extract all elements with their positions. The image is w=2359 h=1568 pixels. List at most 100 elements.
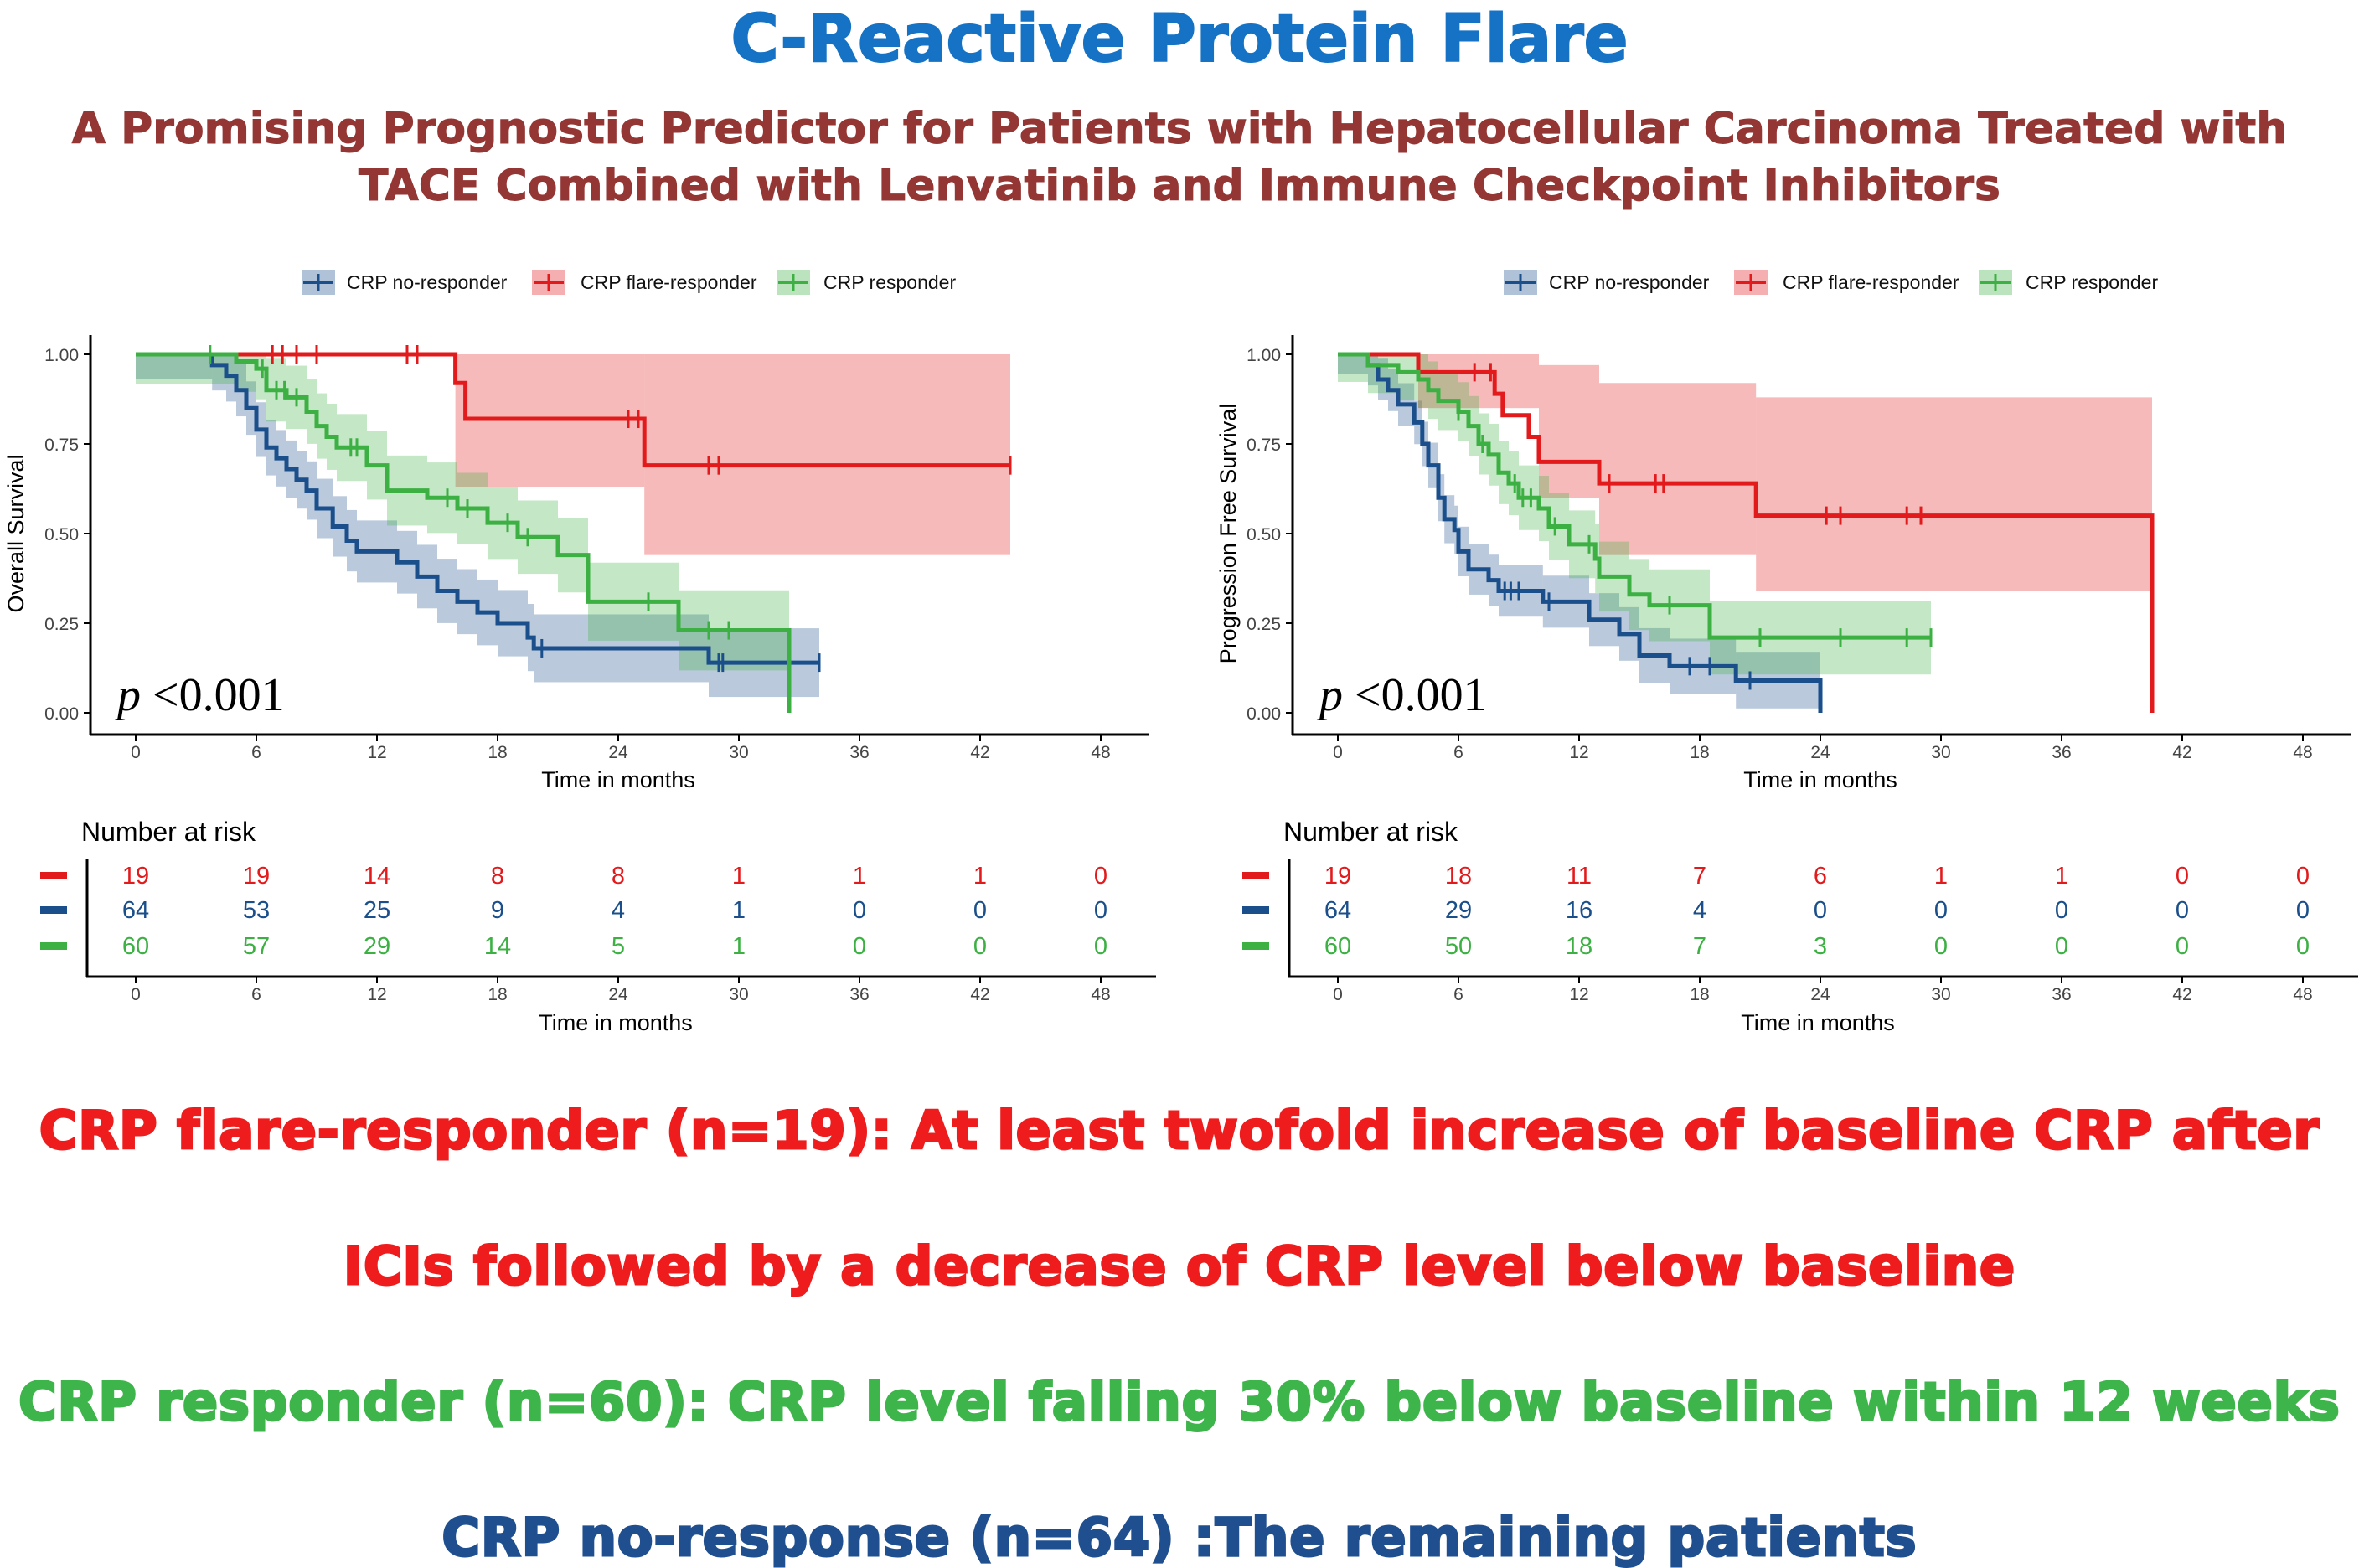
pfs-chart: CRP no-responder CRP flare-responder CRP r… [1216,270,2358,1035]
legend-item: CRP no-responder [302,270,508,295]
risk-count: 0 [2055,897,2068,924]
risk-x-axis-title: Time in months [1741,1010,1895,1035]
survival-curve-flare [136,352,1010,468]
legend-item: CRP flare-responder [532,270,757,295]
confidence-band [1539,364,1599,498]
p-value-text: <0.001 [1355,669,1487,721]
y-tick-label: 0.50 [1247,525,1281,544]
risk-count: 1 [2055,863,2068,890]
y-axis-title: Overall Survival [3,454,28,612]
subtitle-line-2: TACE Combined with Lenvatinib and Immune… [359,161,2001,212]
risk-count: 5 [612,933,625,960]
risk-x-tick-label: 42 [970,985,989,1004]
legend-label: CRP flare-responder [1783,271,1959,293]
risk-x-tick-label: 30 [1931,985,1950,1004]
risk-count: 53 [243,897,270,924]
x-axis-title: Time in months [541,767,695,792]
risk-count: 64 [122,897,149,924]
legend-label: CRP responder [2026,271,2158,293]
risk-count: 7 [1693,933,1706,960]
risk-count: 0 [1094,863,1107,890]
confidence-band [644,354,1010,555]
risk-count: 25 [364,897,390,924]
definition-flare-line-1: CRP flare-responder (n=19): At least two… [38,1099,2320,1163]
y-tick-label: 1.00 [44,346,79,365]
p-value: p <0.001 [1316,669,1487,721]
risk-x-tick-label: 6 [1453,985,1463,1004]
x-tick-label: 18 [1690,743,1709,762]
legend-label: CRP no-responder [1549,271,1710,293]
survival-curve-no [1338,352,1823,713]
legend-label: CRP no-responder [347,271,508,293]
risk-count: 0 [2296,897,2310,924]
risk-count: 0 [1094,897,1107,924]
y-axis-title: Progression Free Survival [1216,404,1241,664]
legend-label: CRP responder [823,271,956,293]
risk-count: 60 [1324,933,1351,960]
survival-curve-resp [1338,352,1931,640]
risk-table-title: Number at risk [81,817,256,847]
risk-count: 64 [1324,897,1351,924]
x-axis-title: Time in months [1743,767,1897,792]
risk-count: 29 [1445,897,1472,924]
x-tick-label: 30 [729,743,748,762]
confidence-band [1368,354,1398,394]
risk-count: 50 [1445,933,1472,960]
page-title: C-Reactive Protein Flare [730,1,1629,78]
risk-row-marker-flare [1242,872,1269,879]
risk-count: 1 [732,933,746,960]
x-tick-label: 0 [131,743,141,762]
x-tick-label: 36 [849,743,869,762]
risk-x-tick-label: 24 [1810,985,1830,1004]
x-tick-label: 6 [1453,743,1463,762]
p-value: p <0.001 [114,669,285,721]
x-tick-label: 0 [1333,743,1343,762]
risk-count: 19 [1324,863,1351,890]
risk-count: 0 [1814,897,1827,924]
y-tick-label: 0.00 [1247,704,1281,724]
os-chart: CRP no-responder CRP flare-responder CRP r… [3,270,1156,1035]
risk-count: 4 [1693,897,1706,924]
y-tick-label: 1.00 [1247,346,1281,365]
risk-count: 1 [732,897,746,924]
km-charts: CRP no-responder CRP flare-responder CRP r… [3,270,2358,1035]
x-tick-label: 36 [2052,743,2071,762]
confidence-band [1338,354,1368,382]
legend-label: CRP flare-responder [581,271,757,293]
risk-count: 29 [364,933,390,960]
risk-count: 0 [2055,933,2068,960]
x-tick-label: 48 [1091,743,1110,762]
risk-x-axis-title: Time in months [539,1010,693,1035]
legend-item: CRP no-responder [1504,270,1710,295]
x-tick-label: 12 [1569,743,1588,762]
risk-x-tick-label: 24 [608,985,628,1004]
risk-x-tick-label: 12 [367,985,386,1004]
risk-x-tick-label: 0 [131,985,141,1004]
y-tick-label: 0.75 [44,436,79,455]
risk-x-tick-label: 36 [2052,985,2071,1004]
risk-count: 19 [243,863,270,890]
legend-item: CRP responder [777,270,956,295]
risk-count: 1 [853,863,866,890]
definition-no-response: CRP no-response (n=64) :The remaining pa… [441,1506,1918,1568]
risk-row-marker-no [1242,906,1269,914]
risk-row-marker-no [40,906,67,914]
risk-x-tick-label: 48 [2293,985,2312,1004]
risk-count: 8 [491,863,504,890]
subtitle-line-1: A Promising Prognostic Predictor for Pat… [71,104,2288,155]
risk-row-marker-resp [1242,942,1269,950]
risk-table-title: Number at risk [1283,817,1458,847]
risk-count: 1 [973,863,987,890]
y-tick-label: 0.25 [44,615,79,634]
risk-count: 18 [1566,933,1592,960]
x-tick-label: 48 [2293,743,2312,762]
confidence-band [136,354,213,379]
y-tick-label: 0.75 [1247,436,1281,455]
confidence-band [1368,354,1378,386]
x-tick-label: 24 [608,743,628,762]
risk-x-tick-label: 6 [251,985,261,1004]
definition-responder: CRP responder (n=60): CRP level falling … [18,1370,2341,1434]
risk-count: 0 [2176,897,2189,924]
x-tick-label: 30 [1931,743,1950,762]
